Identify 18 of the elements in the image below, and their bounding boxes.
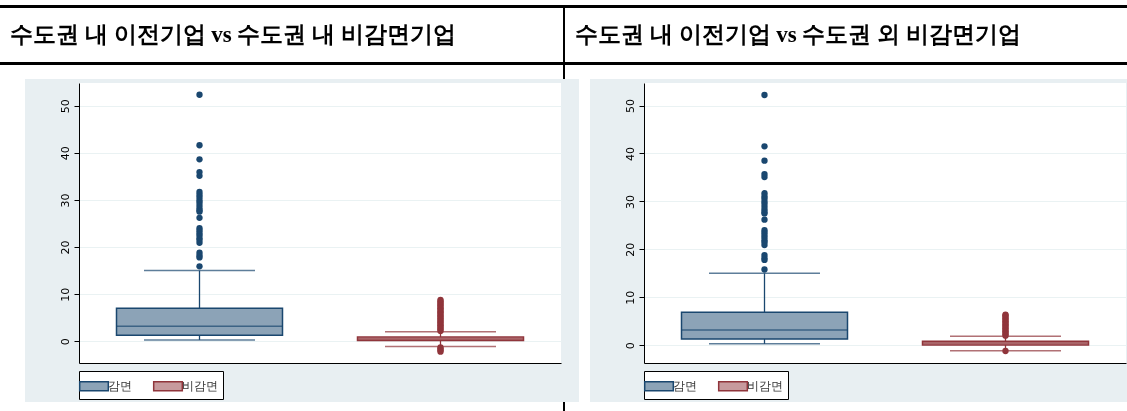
y-tick-label: 30 bbox=[58, 193, 72, 208]
legend-label: 감면 bbox=[673, 379, 697, 394]
y-tick-label: 40 bbox=[58, 146, 72, 161]
chart-title: 수도권 내 이전기업 vs 수도권 내 비감면기업 bbox=[0, 8, 563, 65]
y-tick-label: 10 bbox=[623, 290, 637, 305]
y-tick-label: 40 bbox=[623, 146, 637, 161]
y-tick-label: 50 bbox=[623, 99, 637, 114]
legend-label: 비감면 bbox=[182, 379, 218, 394]
y-tick-label: 50 bbox=[58, 99, 72, 114]
y-tick-label: 0 bbox=[58, 338, 72, 346]
chart-title: 수도권 내 이전기업 vs 수도권 외 비감면기업 bbox=[565, 8, 1127, 65]
y-tick-label: 30 bbox=[623, 194, 637, 209]
legend-label: 비감면 bbox=[747, 379, 783, 394]
y-tick-label: 10 bbox=[58, 287, 72, 302]
legend-label: 감면 bbox=[108, 379, 132, 394]
y-tick-label: 0 bbox=[623, 342, 637, 350]
y-tick-label: 20 bbox=[623, 242, 637, 257]
y-tick-label: 20 bbox=[58, 240, 72, 255]
